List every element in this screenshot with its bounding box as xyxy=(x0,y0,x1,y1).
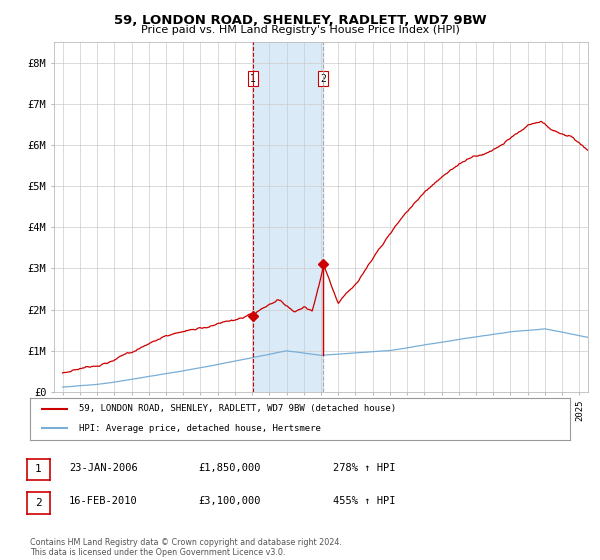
Text: 1: 1 xyxy=(35,464,42,474)
Text: 59, LONDON ROAD, SHENLEY, RADLETT, WD7 9BW (detached house): 59, LONDON ROAD, SHENLEY, RADLETT, WD7 9… xyxy=(79,404,396,413)
Text: 23-JAN-2006: 23-JAN-2006 xyxy=(69,463,138,473)
Text: 16-FEB-2010: 16-FEB-2010 xyxy=(69,496,138,506)
Text: 455% ↑ HPI: 455% ↑ HPI xyxy=(333,496,395,506)
Text: HPI: Average price, detached house, Hertsmere: HPI: Average price, detached house, Hert… xyxy=(79,424,320,433)
Text: Price paid vs. HM Land Registry's House Price Index (HPI): Price paid vs. HM Land Registry's House … xyxy=(140,25,460,35)
Bar xyxy=(253,42,323,392)
Text: £3,100,000: £3,100,000 xyxy=(198,496,260,506)
Text: Contains HM Land Registry data © Crown copyright and database right 2024.
This d: Contains HM Land Registry data © Crown c… xyxy=(30,538,342,557)
Text: 2: 2 xyxy=(35,498,42,508)
Text: 1: 1 xyxy=(250,74,256,84)
Text: 59, LONDON ROAD, SHENLEY, RADLETT, WD7 9BW: 59, LONDON ROAD, SHENLEY, RADLETT, WD7 9… xyxy=(113,14,487,27)
Text: 2: 2 xyxy=(320,74,326,84)
Text: £1,850,000: £1,850,000 xyxy=(198,463,260,473)
Text: 278% ↑ HPI: 278% ↑ HPI xyxy=(333,463,395,473)
